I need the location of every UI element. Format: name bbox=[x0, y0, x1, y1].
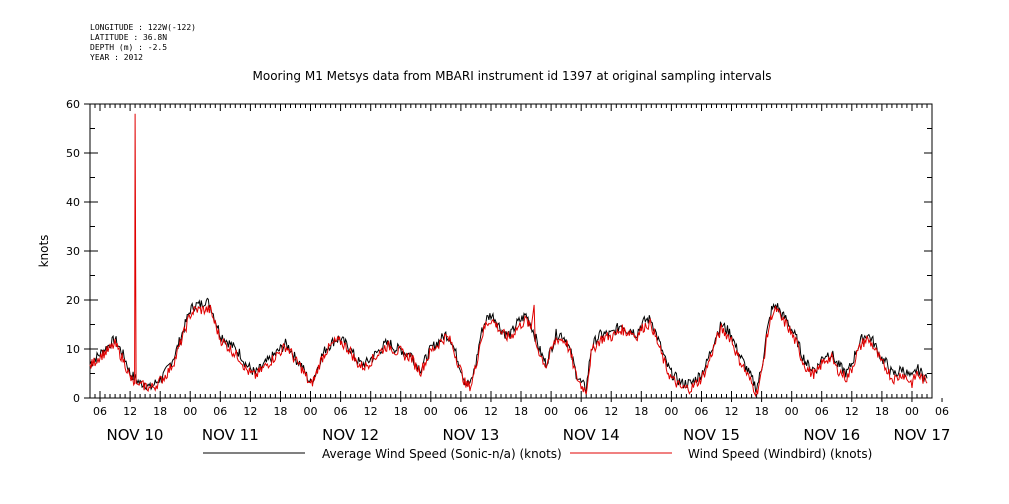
plot-frame bbox=[89, 103, 933, 399]
x-day-label: NOV 13 bbox=[442, 426, 499, 444]
legend-label-windbird: Wind Speed (Windbird) (knots) bbox=[688, 447, 872, 461]
x-tick-label: 12 bbox=[123, 405, 137, 418]
x-day-label: NOV 11 bbox=[202, 426, 259, 444]
x-tick-label: 00 bbox=[183, 405, 197, 418]
x-tick-label: 18 bbox=[514, 405, 528, 418]
series-layer bbox=[89, 113, 928, 398]
x-axis: 06 12 18 00 06 12 18 00 06 12 18 00 06 12 18 00 06 12 18 00… bbox=[93, 398, 950, 444]
meta-latitude: LATITUDE : 36.8N bbox=[90, 33, 167, 42]
meta-year: YEAR : 2012 bbox=[90, 53, 143, 62]
x-tick-label: 06 bbox=[815, 405, 829, 418]
x-tick-label: 12 bbox=[243, 405, 257, 418]
x-tick-label: 12 bbox=[364, 405, 378, 418]
x-tick-label: 00 bbox=[544, 405, 558, 418]
minor-ticks bbox=[89, 103, 933, 399]
legend-label-average: Average Wind Speed (Sonic-n/a) (knots) bbox=[322, 447, 562, 461]
x-day-label: NOV 10 bbox=[107, 426, 164, 444]
chart-title: Mooring M1 Metsys data from MBARI instru… bbox=[253, 69, 772, 83]
x-tick-label: 00 bbox=[785, 405, 799, 418]
x-tick-label: 06 bbox=[334, 405, 348, 418]
y-tick-label: 0 bbox=[73, 392, 80, 405]
x-tick-label: 00 bbox=[304, 405, 318, 418]
x-tick-label: 12 bbox=[604, 405, 618, 418]
x-day-label: NOV 17 bbox=[894, 426, 951, 444]
x-tick-label: 18 bbox=[273, 405, 287, 418]
x-tick-label: 12 bbox=[845, 405, 859, 418]
y-tick-label: 30 bbox=[66, 245, 80, 258]
y-tick-label: 40 bbox=[66, 196, 80, 209]
x-tick-label: 00 bbox=[905, 405, 919, 418]
x-tick-label: 18 bbox=[634, 405, 648, 418]
x-tick-label: 06 bbox=[694, 405, 708, 418]
x-tick-label: 06 bbox=[93, 405, 107, 418]
x-tick-label: 06 bbox=[935, 405, 949, 418]
x-day-label: NOV 16 bbox=[803, 426, 860, 444]
series-line-windbird bbox=[89, 113, 928, 398]
x-tick-label: 18 bbox=[153, 405, 167, 418]
x-tick-label: 00 bbox=[424, 405, 438, 418]
x-tick-label: 18 bbox=[394, 405, 408, 418]
tick-marks bbox=[89, 103, 933, 399]
y-axis-label: knots bbox=[37, 235, 51, 268]
legend: Average Wind Speed (Sonic-n/a) (knots) W… bbox=[203, 447, 872, 461]
x-day-label: NOV 15 bbox=[683, 426, 740, 444]
y-axis: 0 10 20 30 40 50 60 bbox=[66, 98, 90, 405]
x-tick-label: 12 bbox=[725, 405, 739, 418]
metadata-block: LONGITUDE : 122W(-122) LATITUDE : 36.8N … bbox=[90, 23, 196, 62]
x-tick-label: 18 bbox=[875, 405, 889, 418]
y-tick-label: 60 bbox=[66, 98, 80, 111]
x-day-label: NOV 14 bbox=[563, 426, 620, 444]
x-tick-label: 06 bbox=[213, 405, 227, 418]
y-tick-label: 10 bbox=[66, 343, 80, 356]
x-tick-label: 18 bbox=[755, 405, 769, 418]
x-tick-label: 06 bbox=[574, 405, 588, 418]
x-day-label: NOV 12 bbox=[322, 426, 379, 444]
x-tick-label: 06 bbox=[454, 405, 468, 418]
y-tick-label: 20 bbox=[66, 294, 80, 307]
meta-longitude: LONGITUDE : 122W(-122) bbox=[90, 23, 196, 32]
y-tick-label: 50 bbox=[66, 147, 80, 160]
x-tick-label: 12 bbox=[484, 405, 498, 418]
x-tick-label: 00 bbox=[664, 405, 678, 418]
series-line-average bbox=[89, 297, 928, 394]
meta-depth: DEPTH (m) : -2.5 bbox=[90, 43, 167, 52]
